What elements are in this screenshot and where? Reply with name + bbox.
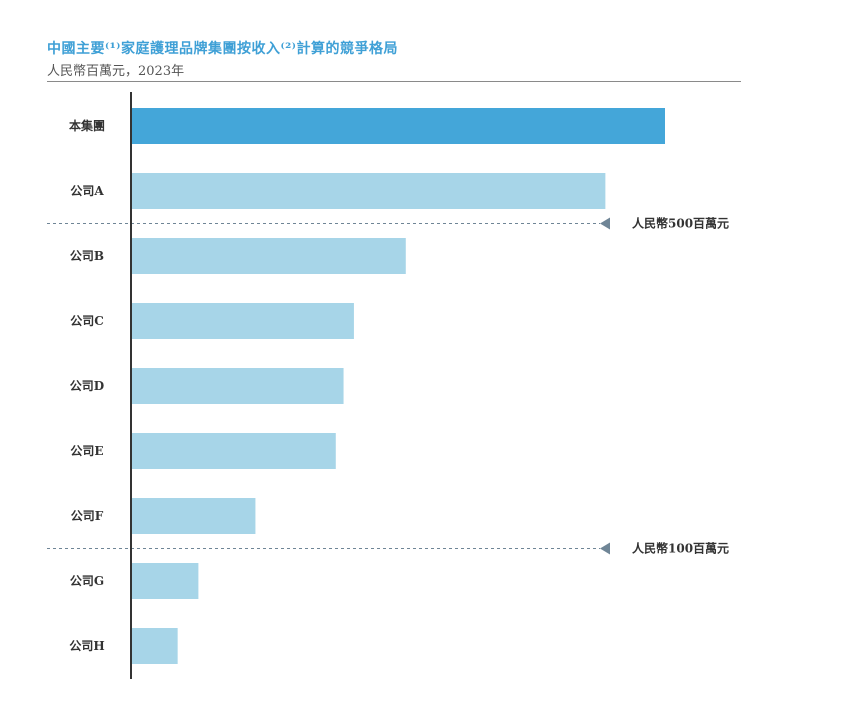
bar-0 (131, 108, 665, 144)
bar-2 (131, 238, 406, 274)
bar-8 (131, 628, 178, 664)
bar-7 (131, 563, 199, 599)
category-label-1: 公司A (70, 184, 104, 198)
category-label-0: 本集團 (69, 118, 105, 133)
category-label-6: 公司F (71, 509, 104, 523)
category-label-7: 公司G (70, 574, 104, 588)
category-label-4: 公司D (70, 379, 104, 393)
bar-3 (131, 303, 354, 339)
bar-5 (131, 433, 336, 469)
header-rule (47, 81, 741, 82)
reference-label-0: 人民幣500百萬元 (632, 216, 729, 231)
category-label-2: 公司B (70, 249, 104, 263)
reference-arrow-icon-1 (600, 542, 610, 555)
chart-title: 中國主要⁽¹⁾家庭護理品牌集團按收入⁽²⁾計算的競爭格局 (47, 41, 398, 57)
category-label-3: 公司C (70, 314, 104, 328)
bar-6 (131, 498, 256, 534)
bar-1 (131, 173, 606, 209)
chart-subtitle: 人民幣百萬元，2023年 (47, 64, 185, 79)
reference-label-1: 人民幣100百萬元 (632, 541, 729, 556)
reference-arrow-icon-0 (600, 217, 610, 230)
category-label-8: 公司H (69, 639, 104, 653)
category-label-5: 公司E (70, 444, 103, 458)
bar-4 (131, 368, 344, 404)
